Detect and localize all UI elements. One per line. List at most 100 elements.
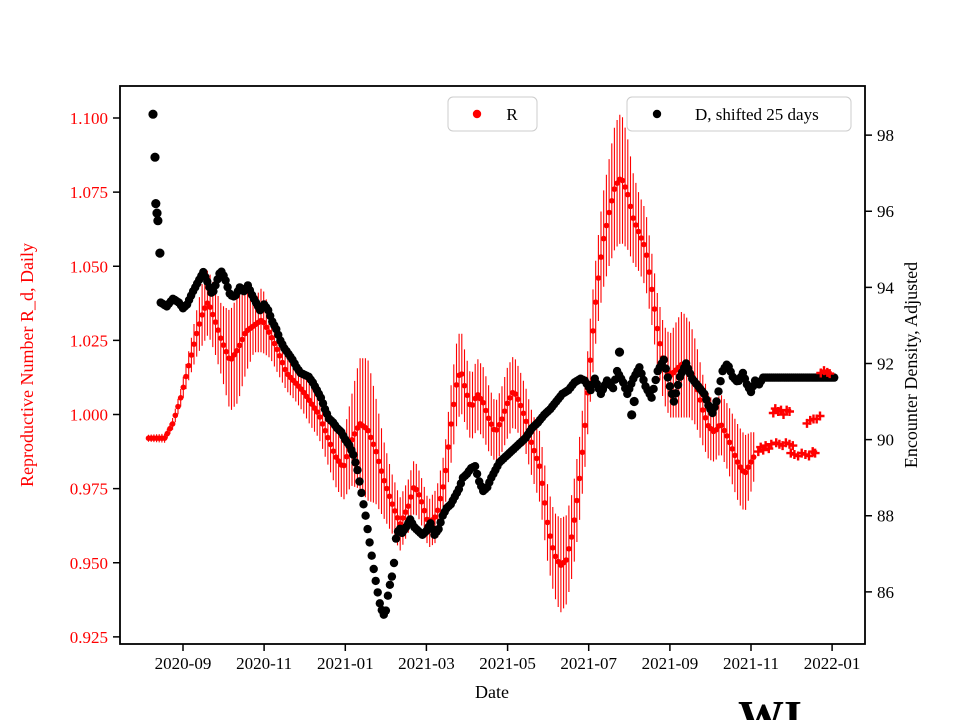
- r-data-dot: [552, 553, 559, 560]
- figure-title: WI: [738, 691, 802, 720]
- left-y-tick-label: 1.000: [70, 406, 108, 425]
- right-y-tick-label: 86: [877, 583, 894, 602]
- d-data-dot: [357, 488, 366, 498]
- legend-r-label: R: [506, 105, 518, 124]
- series-r: [145, 114, 757, 613]
- d-data-dot: [221, 276, 230, 285]
- r-data-dot: [587, 357, 594, 364]
- d-data-dot: [434, 524, 443, 534]
- d-data-dot: [671, 389, 681, 398]
- r-data-dot: [459, 371, 465, 377]
- r-data-dot: [405, 503, 412, 510]
- r-data-dot: [204, 300, 211, 307]
- d-data-dot: [389, 558, 399, 568]
- r-data-dot: [600, 235, 607, 242]
- r-data-dot: [534, 455, 540, 462]
- x-tick-label: 2021-11: [723, 654, 779, 673]
- r-data-dot: [440, 484, 446, 490]
- legend-r-box: [447, 96, 538, 132]
- d-data-dot: [367, 551, 376, 560]
- r-data-dot: [595, 275, 602, 281]
- r-data-dot: [271, 340, 278, 347]
- d-data-dot: [661, 364, 670, 373]
- r-data-dot: [477, 395, 484, 402]
- axes-spine: [119, 85, 866, 645]
- d-data-dot: [152, 208, 162, 218]
- r-data-dot: [582, 422, 588, 429]
- r-data-dot: [732, 452, 738, 459]
- r-data-dot: [611, 186, 618, 192]
- r-data-dot: [544, 519, 551, 526]
- d-data-dot: [153, 216, 163, 226]
- r-data-dot: [592, 299, 599, 306]
- x-tick-label: 2021-01: [317, 654, 374, 673]
- r-data-dot: [260, 319, 267, 326]
- r-data-dot: [448, 421, 454, 427]
- r-data-dot: [745, 464, 752, 471]
- r-data-dot: [306, 397, 313, 404]
- r-data-dot: [319, 421, 326, 427]
- d-data-dot: [365, 538, 374, 547]
- legend-d-box: [626, 96, 852, 132]
- r-data-dot: [614, 180, 620, 186]
- r-data-dot: [188, 352, 195, 358]
- d-data-dot: [637, 369, 646, 378]
- left-y-tick-label: 1.075: [70, 183, 108, 202]
- r-data-dot: [531, 447, 537, 454]
- d-data-dot: [651, 375, 660, 385]
- x-tick-label: 2021-05: [479, 654, 536, 673]
- plot-area: [120, 86, 865, 644]
- r-data-dot: [234, 347, 240, 354]
- r-data-dot: [657, 340, 663, 347]
- d-data-dot: [371, 576, 380, 586]
- r-data-dot: [199, 312, 205, 318]
- r-data-dot: [185, 362, 192, 369]
- legend-d-label: D, shifted 25 days: [695, 105, 819, 124]
- x-tick-label: 2021-03: [398, 654, 455, 673]
- r-data-dot: [373, 448, 379, 455]
- r-data-dot: [641, 241, 647, 248]
- right-y-tick-label: 88: [877, 507, 894, 526]
- r-data-dot: [175, 403, 181, 410]
- r-data-dot: [376, 458, 382, 465]
- d-data-dot: [369, 564, 378, 574]
- d-data-dot: [391, 534, 401, 543]
- legend-r-marker-icon: [472, 109, 482, 119]
- d-data-dot: [349, 450, 358, 459]
- r-data-dot: [539, 480, 545, 487]
- r-data-dot: [408, 494, 414, 500]
- r-data-dot: [700, 407, 706, 413]
- r-data-dot: [180, 384, 187, 391]
- r-data-dot: [384, 485, 390, 492]
- r-data-dot: [220, 342, 227, 348]
- d-data-dot: [649, 384, 658, 394]
- r-data-dot: [303, 393, 310, 400]
- d-data-dot: [355, 477, 364, 486]
- r-data-dot: [485, 415, 492, 422]
- d-data-dot: [361, 511, 370, 520]
- d-data-dot: [351, 458, 360, 467]
- d-data-dot: [639, 375, 648, 385]
- r-data-dot: [311, 405, 318, 411]
- r-data-dot: [389, 501, 396, 507]
- r-data-dot: [378, 468, 385, 474]
- r-data-dot: [413, 486, 420, 493]
- left-y-tick-label: 0.950: [70, 554, 108, 573]
- r-data-dot: [442, 467, 449, 474]
- x-tick-label: 2020-09: [155, 654, 212, 673]
- left-y-tick-label: 1.050: [70, 257, 108, 276]
- r-data-dot: [568, 534, 575, 540]
- r-data-dot: [654, 325, 661, 332]
- r-data-dot: [517, 402, 524, 409]
- r-data-dot: [464, 392, 471, 399]
- d-data-dot: [155, 248, 165, 258]
- r-data-dot: [212, 319, 219, 325]
- r-data-dot: [515, 396, 521, 403]
- r-data-dot: [550, 545, 556, 551]
- d-data-dot: [712, 397, 721, 406]
- d-data-dot: [470, 462, 480, 471]
- r-data-dot: [368, 434, 374, 441]
- d-data-dot: [436, 518, 445, 527]
- r-data-dot: [266, 329, 272, 336]
- r-data-dot: [282, 366, 288, 373]
